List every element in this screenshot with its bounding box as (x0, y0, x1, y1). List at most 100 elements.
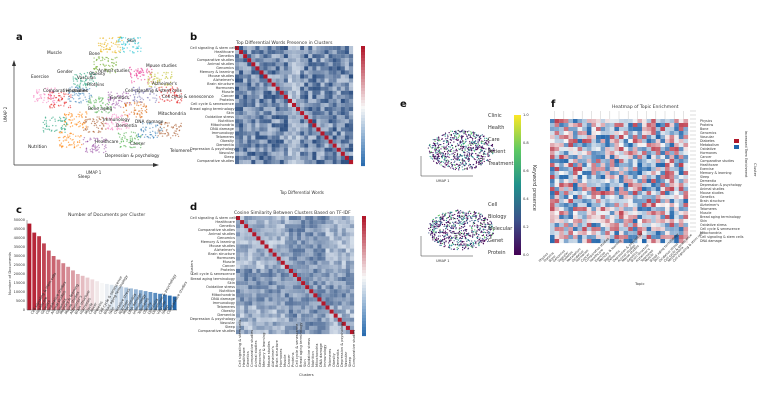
umap-point (455, 138, 457, 141)
umap-point (437, 241, 440, 243)
heatmap-cell (336, 58, 341, 63)
heatmap-cell (586, 119, 592, 124)
heatmap-cell (300, 127, 305, 132)
heatmap-cell (235, 46, 240, 51)
heatmap-cell (287, 90, 293, 95)
heatmap-cell (264, 252, 269, 257)
heatmap-d-row-label: Genomics (217, 235, 235, 240)
colorbar-e-tick: 0.8 (523, 141, 529, 145)
umap-point (443, 225, 445, 228)
umap-point (475, 165, 477, 167)
umap-point (94, 147, 97, 150)
umap-point (92, 144, 94, 147)
heatmap-cell (305, 272, 310, 278)
heatmap-cell (264, 268, 269, 274)
heatmap-cell (264, 309, 269, 314)
umap-point (85, 147, 88, 149)
umap-point (156, 81, 158, 84)
umap-point (136, 46, 138, 48)
heatmap-cell (296, 90, 301, 95)
umap-point (175, 125, 178, 127)
heatmap-cell (260, 244, 265, 249)
heatmap-cell (340, 58, 345, 63)
umap-point (139, 114, 141, 116)
umap-point (68, 112, 71, 114)
umap-point (448, 150, 450, 152)
heatmap-cell (336, 102, 341, 108)
umap-point (70, 94, 72, 96)
umap-a-cluster-label: Comparative studies (43, 89, 88, 94)
heatmap-cell (321, 313, 326, 318)
umap-point (446, 225, 448, 227)
colorbar-segment (361, 148, 365, 152)
heatmap-cell (244, 248, 249, 253)
heatmap-cell (297, 272, 302, 278)
umap-point (477, 219, 479, 221)
umap-point (455, 167, 457, 169)
umap-point (461, 235, 463, 237)
umap-a-cluster-label: Muscle (47, 51, 62, 56)
umap-point (469, 240, 471, 242)
heatmap-cell (236, 224, 241, 229)
heatmap-cell (275, 151, 280, 156)
umap-point (131, 82, 133, 84)
heatmap-cell (320, 46, 325, 51)
umap-point (126, 40, 128, 43)
umap-point (460, 226, 463, 228)
colorbar-segment (361, 151, 365, 155)
umap-point (73, 146, 76, 148)
umap-point (458, 135, 460, 137)
heatmap-cell (344, 115, 350, 120)
heatmap-cell (669, 123, 675, 128)
umap-point (481, 155, 483, 158)
heatmap-cell (259, 115, 264, 120)
umap-point (131, 138, 134, 141)
umap-point (465, 230, 467, 232)
heatmap-cell (239, 159, 244, 165)
heatmap-cell (333, 293, 338, 298)
heatmap-cell (275, 119, 280, 124)
heatmap-cell (287, 111, 293, 116)
umap-point (455, 234, 457, 236)
umap-point (457, 212, 459, 214)
heatmap-cell (340, 78, 345, 83)
heatmap-cell (340, 151, 345, 156)
umap-point (447, 161, 449, 163)
umap-point (469, 149, 471, 151)
heatmap-cell (336, 78, 341, 83)
heatmap-cell (240, 264, 245, 269)
heatmap-cell (247, 159, 252, 165)
umap-point (97, 148, 99, 151)
heatmap-cell (329, 277, 334, 282)
umap-point (471, 132, 473, 134)
umap-point (477, 156, 479, 158)
umap-point (484, 236, 486, 238)
heatmap-cell (251, 159, 256, 165)
panel-a-label: a (16, 32, 23, 43)
umap-point (82, 99, 84, 101)
heatmap-cell (328, 119, 333, 124)
heatmap-cell (316, 151, 321, 156)
umap-point (73, 118, 75, 120)
umap-point (65, 101, 67, 103)
heatmap-b-row-label: Cancer (221, 94, 234, 99)
umap-point (148, 79, 151, 81)
heatmap-cell (300, 50, 305, 55)
umap-point (467, 158, 469, 160)
heatmap-cell (251, 107, 256, 112)
umap-point (100, 121, 103, 124)
umap-point (473, 221, 475, 223)
umap-point (429, 223, 431, 225)
heatmap-cell (328, 70, 333, 75)
umap-point (485, 225, 487, 227)
heatmap-cell (292, 293, 298, 298)
heatmap-cell (244, 313, 249, 318)
umap-point (477, 154, 479, 157)
umap-point (464, 163, 467, 165)
heatmap-b-row-label: Muscle (221, 90, 234, 95)
umap-point (86, 128, 89, 130)
umap-point (443, 219, 445, 221)
colorbar-segment (362, 288, 366, 292)
heatmap-cell (280, 321, 285, 326)
heatmap-cell (240, 228, 245, 233)
